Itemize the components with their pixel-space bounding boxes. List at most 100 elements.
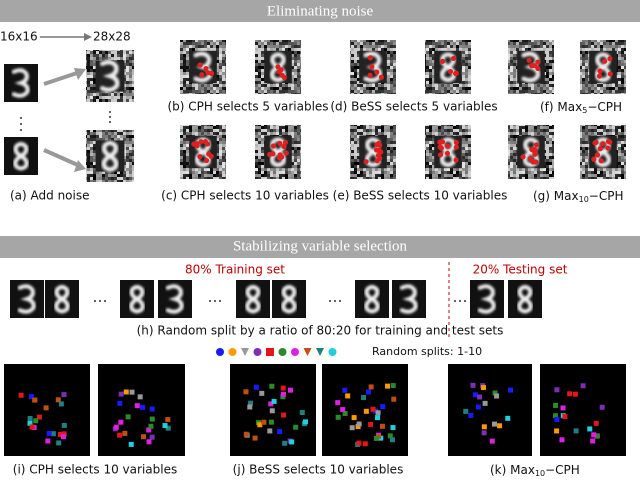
legend-marker — [253, 348, 262, 356]
selected-pixel — [437, 139, 443, 145]
selection-marker — [302, 419, 308, 425]
selection-marker — [259, 390, 265, 396]
selection-marker — [261, 419, 267, 425]
caption-part: (k) Max — [490, 463, 535, 477]
selected-pixel — [605, 138, 612, 145]
selected-pixel — [598, 158, 604, 164]
selection-marker — [129, 389, 135, 395]
selection-marker — [572, 391, 578, 397]
selection-marker — [299, 410, 305, 416]
selection-marker — [269, 383, 275, 389]
selection-marker — [58, 401, 64, 407]
selection-marker — [288, 387, 294, 393]
selection-marker — [18, 392, 24, 398]
legend-marker — [241, 348, 249, 356]
selection-marker — [118, 419, 124, 425]
digit — [517, 285, 533, 314]
selection-marker — [375, 415, 381, 421]
arrow-head — [84, 33, 92, 41]
selected-pixel — [453, 70, 459, 77]
selection-marker — [140, 404, 146, 410]
selection-marker — [573, 428, 579, 434]
selection-marker — [560, 405, 566, 411]
selection-marker — [29, 424, 35, 430]
selected-pixel — [277, 140, 283, 146]
selection-marker — [345, 393, 351, 399]
size-label: 16x16 — [0, 30, 38, 44]
legend-marker — [316, 348, 324, 356]
selection-marker — [117, 432, 123, 438]
selection-marker — [128, 441, 134, 447]
selection-marker — [587, 426, 593, 432]
selection-marker — [599, 404, 605, 410]
selection-marker — [141, 434, 147, 440]
caption-part: −CPH — [589, 189, 624, 203]
split-label: 20% Testing set — [473, 263, 568, 277]
selection-marker — [27, 416, 33, 422]
arrow-head — [74, 160, 86, 172]
caption: (g) Max10−CPH — [533, 189, 624, 204]
selected-pixel — [600, 141, 606, 147]
selection-marker — [146, 427, 152, 433]
banner — [0, 0, 640, 22]
selection-marker — [149, 434, 155, 440]
selected-pixel — [447, 68, 454, 75]
subscript: 5 — [582, 106, 587, 115]
digit — [11, 68, 30, 98]
selection-marker — [368, 384, 374, 390]
selection-marker — [269, 408, 275, 414]
selection-marker — [148, 423, 154, 429]
selection-marker — [470, 382, 476, 388]
size-label: 28x28 — [93, 30, 131, 44]
selection-marker — [280, 385, 286, 391]
selected-pixel — [203, 65, 209, 72]
ellipsis-dot — [20, 123, 22, 125]
selection-marker — [391, 396, 397, 402]
selected-pixel — [369, 64, 375, 70]
ellipsis-dot — [109, 116, 111, 118]
selection-marker — [481, 430, 487, 436]
caption-part: −CPH — [587, 100, 622, 114]
selection-marker — [559, 437, 565, 443]
selection-marker — [165, 417, 171, 423]
ellipsis-dot — [339, 300, 341, 302]
selection-marker — [57, 431, 63, 437]
selected-pixel — [533, 159, 539, 165]
selection-marker — [247, 404, 253, 410]
selection-marker — [477, 394, 483, 400]
selected-pixel — [596, 73, 603, 79]
selected-pixel — [197, 154, 203, 160]
selection-marker — [553, 402, 559, 408]
selection-panel — [540, 364, 626, 456]
selected-pixel — [594, 152, 601, 158]
caption: (b) CPH selects 5 variables — [167, 100, 328, 114]
selected-pixel — [270, 143, 277, 149]
digit — [477, 284, 496, 314]
selected-pixel — [520, 154, 526, 160]
selection-marker — [463, 408, 469, 414]
selection-marker — [113, 424, 119, 430]
selection-marker — [28, 394, 34, 400]
selected-pixel — [281, 74, 287, 81]
legend-marker — [303, 348, 312, 356]
selection-marker — [590, 438, 596, 444]
selection-marker — [380, 404, 386, 410]
ellipsis-dot — [214, 300, 216, 302]
selected-pixel — [593, 139, 599, 145]
selected-pixel — [453, 144, 460, 150]
ellipsis-dot — [104, 300, 106, 302]
selected-pixel — [203, 157, 210, 164]
arrow — [43, 148, 81, 168]
selected-pixel — [453, 139, 459, 146]
caption-part: −CPH — [545, 463, 580, 477]
selected-pixel — [367, 72, 373, 78]
selection-panel — [98, 364, 185, 456]
selection-marker — [591, 432, 597, 438]
ellipsis-dot — [109, 121, 111, 123]
selection-marker — [481, 424, 487, 430]
selection-marker — [356, 421, 362, 427]
caption-part: (g) Max — [533, 189, 579, 203]
selected-pixel — [376, 147, 382, 153]
caption: (j) BeSS selects 10 variables — [233, 463, 404, 477]
